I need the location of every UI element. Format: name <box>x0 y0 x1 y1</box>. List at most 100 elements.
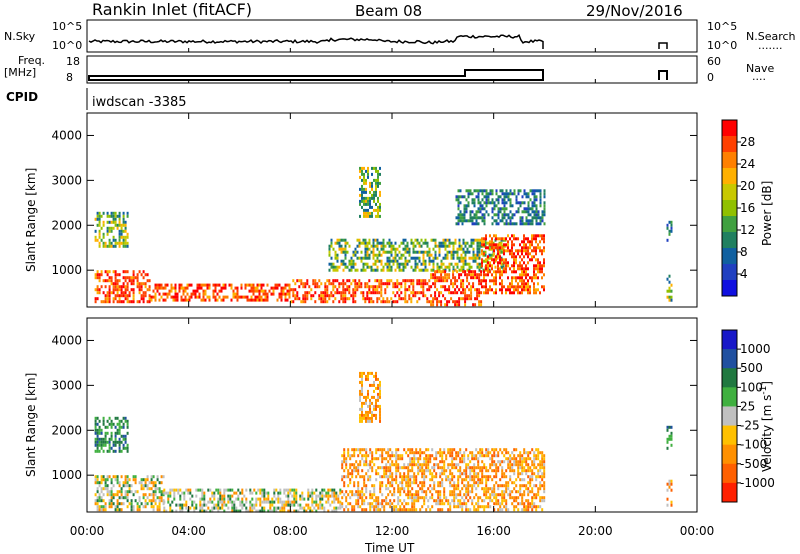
cpid-label: CPID <box>6 90 38 104</box>
heatmap-cell <box>437 490 440 494</box>
heatmap-cell <box>255 509 258 513</box>
heatmap-cell <box>387 448 390 452</box>
heatmap-cell <box>340 282 343 286</box>
heatmap-cell <box>395 478 398 482</box>
heatmap-cell <box>428 279 431 283</box>
heatmap-cell <box>200 298 203 302</box>
heatmap-cell <box>373 380 375 384</box>
heatmap-cell <box>193 506 196 510</box>
heatmap-cell <box>377 457 380 461</box>
heatmap-cell <box>375 377 377 381</box>
heatmap-cell <box>465 466 468 470</box>
heatmap-cell <box>437 466 440 470</box>
heatmap-cell <box>126 211 129 215</box>
heatmap-cell <box>437 496 440 500</box>
heatmap-cell <box>541 454 544 458</box>
heatmap-cell <box>124 244 127 248</box>
heatmap-cell <box>94 437 97 441</box>
heatmap-cell <box>505 475 508 479</box>
heatmap-cell <box>207 488 210 492</box>
heatmap-cell <box>467 493 470 497</box>
heatmap-cell <box>535 189 538 193</box>
heatmap-cell <box>525 463 528 467</box>
heatmap-cell <box>114 241 117 245</box>
heatmap-cell <box>521 493 524 497</box>
heatmap-cell <box>476 247 479 251</box>
heatmap-cell <box>346 265 349 269</box>
heatmap-cell <box>539 249 541 253</box>
heatmap-cell <box>389 502 392 506</box>
heatmap-cell <box>213 497 216 501</box>
heatmap-cell <box>102 478 105 482</box>
heatmap-cell <box>455 216 458 220</box>
heatmap-cell <box>325 491 328 495</box>
heatmap-cell <box>509 496 512 500</box>
heatmap-cell <box>445 478 448 482</box>
heatmap-cell <box>430 285 433 289</box>
heatmap-cell <box>118 422 121 426</box>
heatmap-cell <box>370 297 373 301</box>
heatmap-cell <box>382 297 385 301</box>
heatmap-cell <box>471 466 474 470</box>
heatmap-cell <box>533 282 535 286</box>
heatmap-cell <box>154 298 157 302</box>
heatmap-cell <box>365 496 368 500</box>
heatmap-cell <box>471 487 474 491</box>
heatmap-cell <box>98 481 101 485</box>
heatmap-cell <box>356 282 359 286</box>
heatmap-cell <box>201 509 204 513</box>
heatmap-cell <box>361 419 363 423</box>
heatmap-cell <box>102 440 105 444</box>
heatmap-cell <box>464 244 467 248</box>
heatmap-cell <box>366 294 369 298</box>
heatmap-cell <box>531 460 534 464</box>
heatmap-cell <box>533 454 536 458</box>
heatmap-cell <box>391 475 394 479</box>
heatmap-cell <box>425 469 428 473</box>
heatmap-cell <box>458 259 461 263</box>
heatmap-cell <box>373 389 375 393</box>
heatmap-cell <box>209 497 212 501</box>
heatmap-cell <box>344 291 347 295</box>
heatmap-cell <box>342 238 345 242</box>
heatmap-cell <box>462 282 465 286</box>
heatmap-cell <box>499 243 501 247</box>
heatmap-cell <box>271 500 274 504</box>
heatmap-cell <box>118 273 121 277</box>
heatmap-cell <box>497 270 499 274</box>
heatmap-cell <box>110 276 113 280</box>
heatmap-cell <box>391 493 394 497</box>
heatmap-cell <box>541 285 543 289</box>
heatmap-cell <box>517 466 520 470</box>
heatmap-cell <box>515 496 518 500</box>
heatmap-cell <box>392 259 395 263</box>
heatmap-cell <box>513 496 516 500</box>
heatmap-cell <box>521 201 524 205</box>
heatmap-cell <box>422 294 425 298</box>
heatmap-cell <box>189 488 192 492</box>
heatmap-cell <box>371 460 374 464</box>
heatmap-cell <box>398 265 401 269</box>
heatmap-cell <box>470 244 473 248</box>
heatmap-cell <box>310 294 313 298</box>
heatmap-cell <box>126 214 129 218</box>
heatmap-cell <box>344 294 347 298</box>
heatmap-cell <box>460 256 463 260</box>
heatmap-cell <box>413 451 416 455</box>
heatmap-cell <box>531 475 534 479</box>
heatmap-cell <box>511 204 514 208</box>
heatmap-cell <box>399 457 402 461</box>
heatmap-cell <box>452 273 455 277</box>
heatmap-cell <box>124 481 127 485</box>
heatmap-cell <box>322 297 325 301</box>
heatmap-cell <box>543 246 545 250</box>
heatmap-cell <box>190 292 193 296</box>
heatmap-cell <box>409 475 412 479</box>
heatmap-cell <box>395 463 398 467</box>
heatmap-cell <box>495 222 498 226</box>
heatmap-cell <box>670 226 673 230</box>
heatmap-cell <box>126 481 129 485</box>
heatmap-cell <box>362 265 365 269</box>
heatmap-cell <box>525 270 527 274</box>
heatmap-cell <box>670 431 673 435</box>
